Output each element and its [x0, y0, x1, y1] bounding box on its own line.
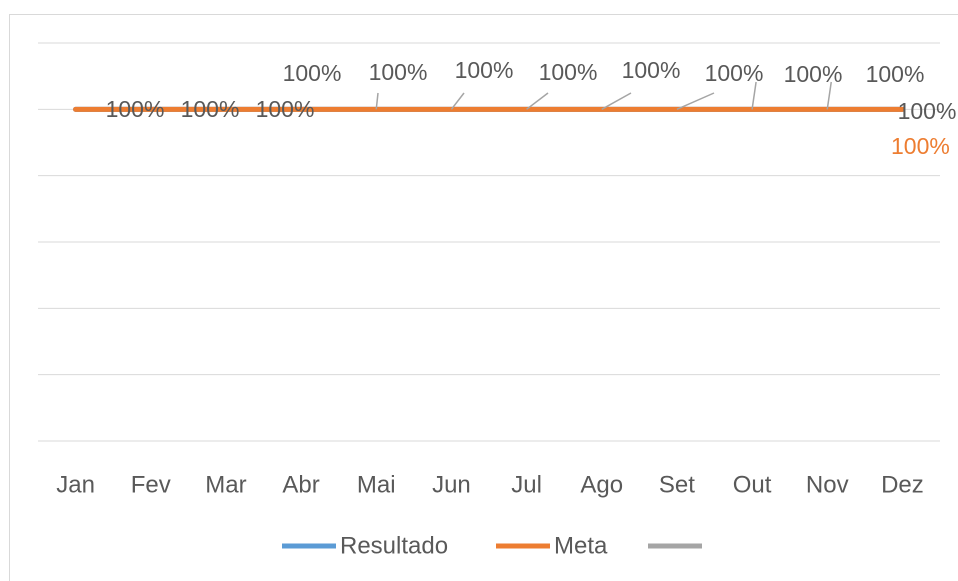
x-tick-label: Jun: [432, 471, 471, 498]
leader-line: [375, 92, 379, 110]
data-label: 100%: [784, 61, 843, 87]
labels: Jan Fev Mar Abr Mai Jun Jul Ago Set Out Nov Dez 100%…: [56, 57, 956, 498]
x-tick-label: Mar: [205, 471, 246, 498]
data-label: 100%: [455, 57, 514, 83]
leader-line: [751, 81, 757, 110]
legend-label: Meta: [554, 532, 608, 559]
x-tick-label: Out: [733, 471, 772, 498]
data-label: 100%: [539, 59, 598, 85]
x-tick-label: Set: [659, 471, 695, 498]
data-label: 100%: [866, 61, 925, 87]
legend-label: Resultado: [340, 532, 448, 559]
leader-line: [676, 92, 715, 111]
leader-line: [601, 92, 632, 110]
data-label: 100%: [622, 57, 681, 83]
data-label: 100%: [181, 96, 240, 122]
legend: Resultado Meta: [282, 532, 702, 559]
leader-line: [826, 81, 832, 110]
x-tick-label: Nov: [806, 471, 849, 498]
x-tick-label: Jan: [56, 471, 95, 498]
data-label: 100%: [106, 96, 165, 122]
x-tick-label: Dez: [881, 471, 924, 498]
leader-line: [450, 92, 465, 110]
x-tick-label: Abr: [282, 471, 319, 498]
x-tick-label: Ago: [580, 471, 623, 498]
data-label: 100%: [705, 60, 764, 86]
data-label: 100%: [283, 60, 342, 86]
x-tick-label: Fev: [131, 471, 171, 498]
x-tick-label: Jul: [511, 471, 542, 498]
data-label: 100%: [256, 96, 315, 122]
x-tick-label: Mai: [357, 471, 396, 498]
data-label: 100%: [891, 133, 950, 159]
leader-line: [526, 92, 549, 110]
data-label: 100%: [898, 98, 957, 124]
data-label: 100%: [369, 59, 428, 85]
